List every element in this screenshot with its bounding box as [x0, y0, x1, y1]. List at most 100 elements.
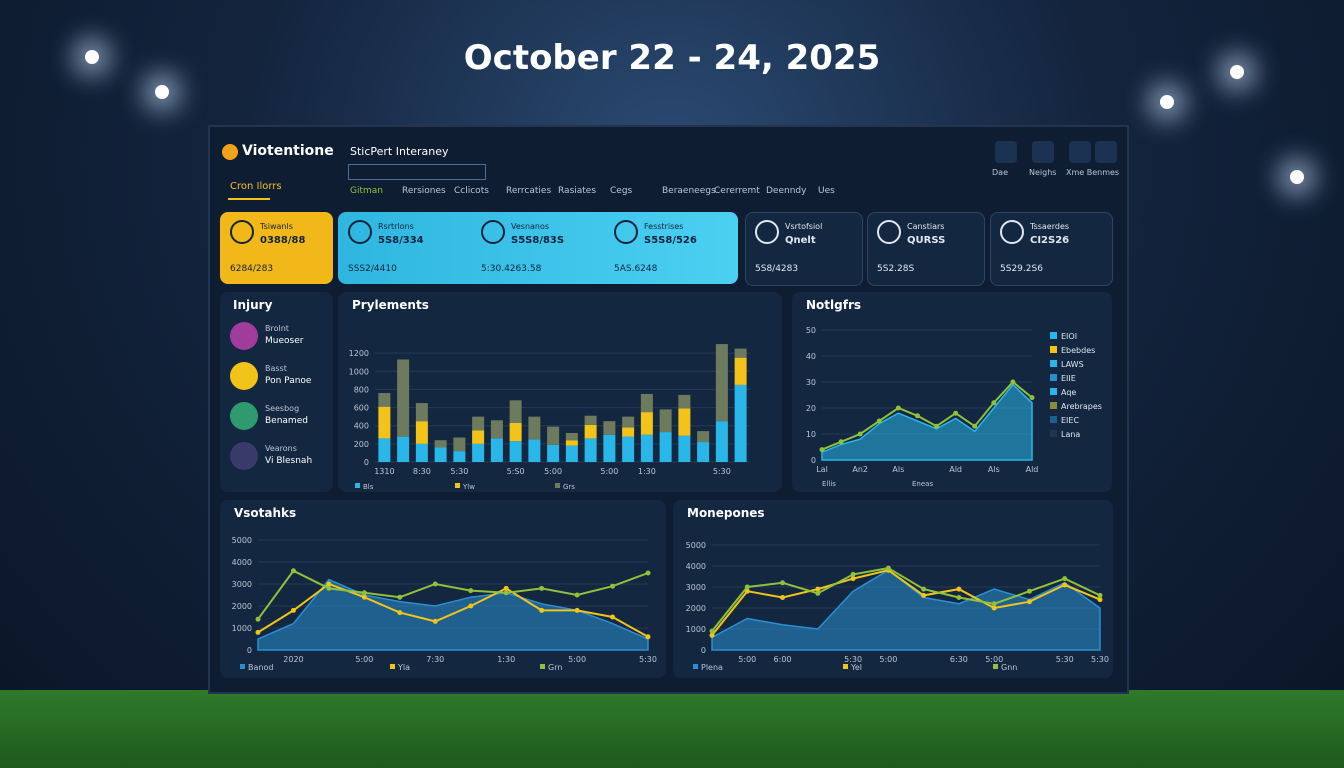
- legend-swatch: [1050, 430, 1057, 437]
- card-label: Rsrtrlons: [378, 222, 414, 231]
- point: [468, 603, 474, 609]
- flood-light: [1160, 95, 1174, 109]
- icon-button[interactable]: [1069, 141, 1091, 163]
- nav-item[interactable]: Cererremt: [714, 186, 760, 196]
- bar-segment: [697, 442, 710, 462]
- bar-segment: [453, 451, 466, 462]
- point: [255, 616, 261, 622]
- bar-segment: [434, 447, 447, 462]
- bar-segment: [678, 435, 691, 462]
- legend-label: Banod: [248, 663, 273, 672]
- player-sub: Pon Panoe: [265, 376, 312, 386]
- point: [1026, 588, 1032, 594]
- chart-title: Notlgfrs: [806, 298, 862, 312]
- y-tick-label: 5000: [686, 541, 706, 550]
- nav-item[interactable]: Beraeneegs: [662, 186, 716, 196]
- y-tick-label: 200: [354, 440, 369, 449]
- x-tick-label: Lal: [816, 465, 828, 474]
- card-value: CI2S26: [1030, 235, 1070, 246]
- bar-segment: [528, 439, 541, 462]
- player-sub: Benamed: [265, 416, 308, 426]
- x-tick-label: 6:30: [950, 655, 968, 664]
- nav-item[interactable]: Rersiones: [402, 186, 446, 196]
- bar-segment: [378, 438, 391, 462]
- chart-title: Vsotahks: [234, 506, 297, 520]
- y-tick-label: 20: [806, 404, 816, 413]
- y-tick-label: 1200: [349, 349, 369, 358]
- bar-segment: [678, 394, 691, 409]
- nav-item[interactable]: Gitman: [350, 186, 383, 196]
- bar-segment: [509, 441, 522, 462]
- point: [539, 607, 545, 613]
- icon-button[interactable]: [1032, 141, 1054, 163]
- card-value: QURSS: [907, 235, 946, 246]
- x-tick-label: 5:30: [844, 655, 862, 664]
- x-tick-label: 5:30: [450, 467, 468, 476]
- legend-label: LAWS: [1061, 360, 1084, 369]
- point: [255, 629, 261, 635]
- y-tick-label: 600: [354, 404, 369, 413]
- card-foot: 6284/283: [230, 264, 274, 274]
- x-tick-label: 8:30: [413, 467, 431, 476]
- nav-item[interactable]: Cegs: [610, 186, 633, 196]
- search-box: [348, 164, 486, 180]
- x-tick-label: 1:30: [497, 655, 515, 664]
- nav-item[interactable]: Rerrcaties: [506, 186, 552, 196]
- x-tick-label: Als: [892, 465, 904, 474]
- y-tick-label: 5000: [232, 536, 252, 545]
- legend-swatch: [693, 664, 698, 669]
- bar-segment: [528, 416, 541, 440]
- nav-item[interactable]: Rasiates: [558, 186, 597, 196]
- x-tick-label: 6:00: [774, 655, 792, 664]
- bar-segment: [434, 440, 447, 448]
- bar-segment: [715, 421, 728, 462]
- bar-segment: [603, 421, 616, 435]
- point: [574, 607, 580, 613]
- legend-label: Ebebdes: [1061, 346, 1095, 355]
- player-avatar: [230, 362, 258, 390]
- bar-segment: [378, 406, 391, 439]
- legend-label: Ylw: [462, 483, 475, 491]
- bar-segment: [715, 344, 728, 422]
- y-tick-label: 400: [354, 422, 369, 431]
- card-foot: 5S2.28S: [877, 264, 915, 274]
- player-avatar: [230, 442, 258, 470]
- injury-title: Injury: [233, 298, 273, 312]
- legend-label: Gnn: [1001, 663, 1017, 672]
- point: [953, 410, 959, 416]
- menu-button[interactable]: [1095, 141, 1117, 163]
- y-tick-label: 0: [701, 646, 706, 655]
- x-tick-label: 2020: [283, 655, 303, 664]
- legend-label: EIIE: [1061, 374, 1076, 383]
- bar-segment: [472, 443, 485, 462]
- bar-segment: [584, 438, 597, 462]
- bar-segment: [640, 412, 653, 435]
- nav-item[interactable]: Cclicots: [454, 186, 489, 196]
- y-tick-label: 0: [247, 646, 252, 655]
- line: [257, 569, 649, 620]
- y-tick-label: 4000: [232, 558, 252, 567]
- legend-swatch: [455, 483, 460, 488]
- point: [503, 590, 509, 596]
- y-tick-label: 4000: [686, 562, 706, 571]
- player-avatar: [230, 402, 258, 430]
- nav-item[interactable]: Ues: [818, 186, 835, 196]
- player-name: Brolnt: [265, 324, 289, 333]
- bar-segment: [415, 421, 428, 444]
- nav-item[interactable]: Deenndy: [766, 186, 807, 196]
- icon-button[interactable]: [995, 141, 1017, 163]
- point: [397, 610, 403, 616]
- card-foot: 5:30.4263.58: [481, 264, 542, 274]
- bar-segment: [509, 422, 522, 442]
- y-tick-label: 0: [811, 456, 816, 465]
- point: [921, 586, 927, 592]
- point: [991, 400, 997, 406]
- point: [432, 581, 438, 587]
- point: [290, 568, 296, 574]
- flood-light: [1230, 65, 1244, 79]
- point: [1062, 582, 1068, 588]
- legend-label: Yel: [850, 663, 862, 672]
- y-tick-label: 800: [354, 385, 369, 394]
- point: [838, 439, 844, 445]
